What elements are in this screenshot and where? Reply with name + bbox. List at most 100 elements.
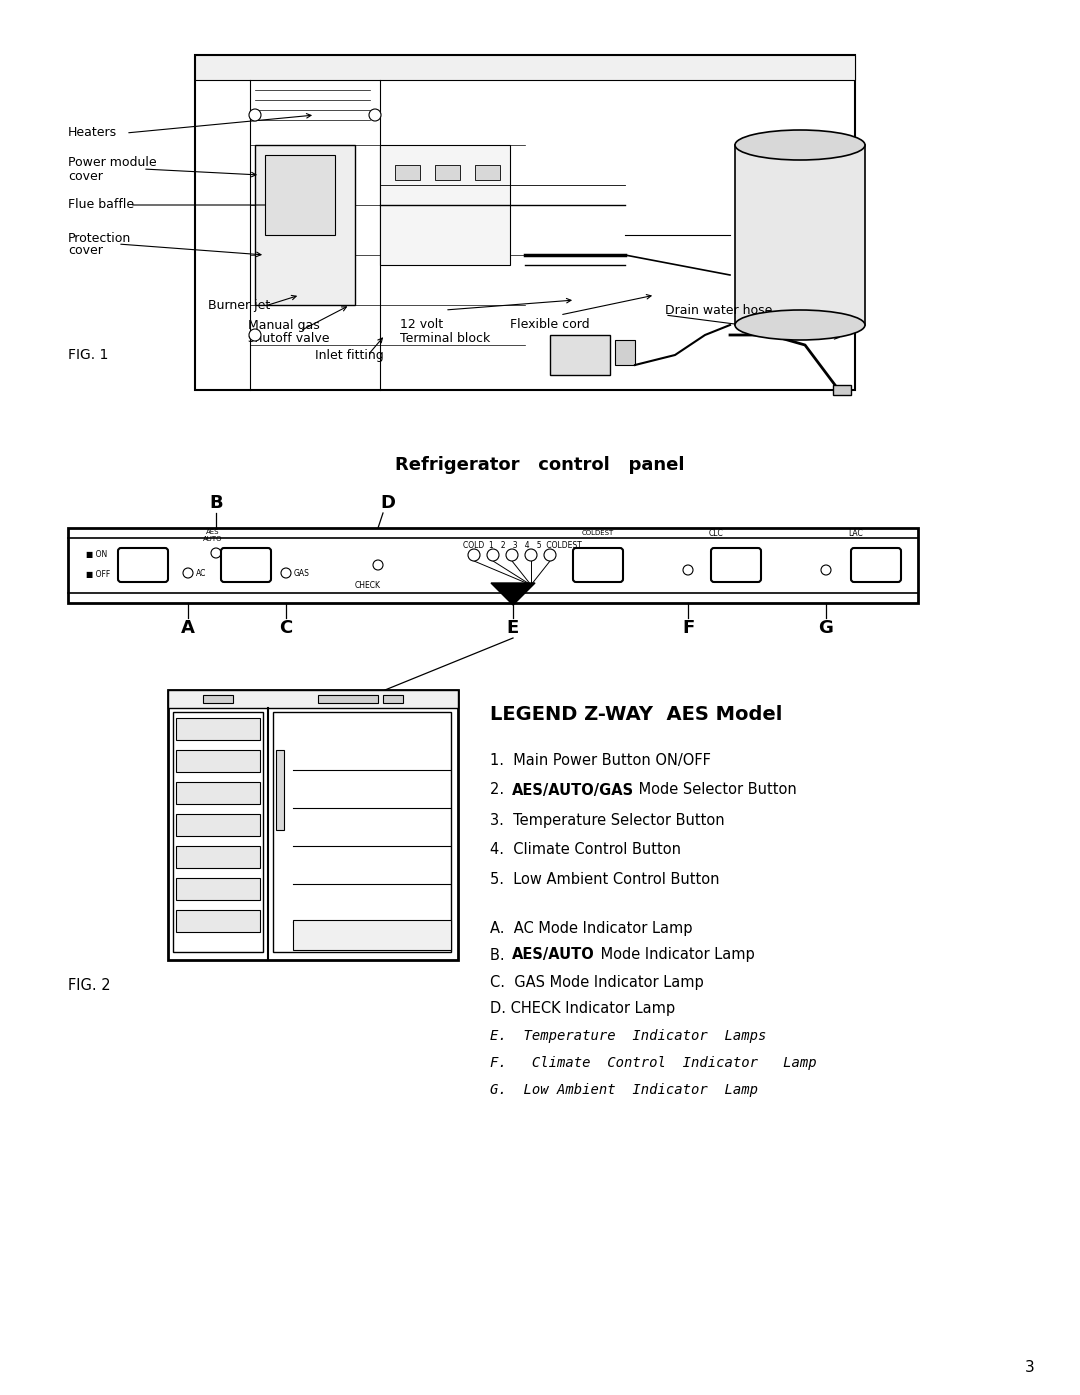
- Text: 1: 1: [138, 558, 148, 572]
- Text: LAC: LAC: [849, 529, 863, 537]
- Bar: [168, 691, 458, 960]
- Text: 12 volt: 12 volt: [400, 318, 443, 332]
- Bar: [255, 145, 355, 306]
- Text: ■ ON: ■ ON: [86, 551, 107, 559]
- Circle shape: [507, 550, 518, 561]
- Text: G.  Low Ambient  Indicator  Lamp: G. Low Ambient Indicator Lamp: [490, 1083, 758, 1096]
- Bar: [68, 527, 918, 603]
- Text: COLDEST: COLDEST: [582, 530, 615, 536]
- Text: Refrigerator   control   panel: Refrigerator control panel: [395, 456, 685, 474]
- Text: cover: cover: [68, 244, 103, 258]
- Circle shape: [683, 565, 693, 575]
- Text: 2: 2: [241, 558, 251, 572]
- Text: Flue baffle: Flue baffle: [68, 198, 134, 212]
- Circle shape: [544, 550, 556, 561]
- Text: FIG. 1: FIG. 1: [68, 347, 108, 361]
- Text: cover: cover: [68, 170, 103, 183]
- Text: CHECK: CHECK: [355, 582, 381, 590]
- Bar: [615, 340, 635, 365]
- Text: Burner jet: Burner jet: [208, 300, 270, 312]
- Bar: [176, 877, 260, 900]
- Bar: [833, 385, 851, 395]
- Text: GAS: GAS: [294, 569, 310, 578]
- Text: Terminal block: Terminal block: [400, 332, 490, 345]
- FancyBboxPatch shape: [573, 548, 623, 582]
- FancyBboxPatch shape: [851, 548, 901, 582]
- Text: AC: AC: [195, 569, 206, 578]
- Text: D. CHECK Indicator Lamp: D. CHECK Indicator Lamp: [490, 1002, 675, 1017]
- Bar: [176, 910, 260, 932]
- Bar: [195, 54, 855, 80]
- Bar: [276, 751, 284, 830]
- Bar: [176, 718, 260, 739]
- Circle shape: [281, 568, 291, 578]
- Text: Protection: Protection: [68, 232, 132, 244]
- Bar: [173, 711, 264, 951]
- Text: AES/AUTO/GAS: AES/AUTO/GAS: [512, 783, 634, 798]
- Text: ■ OFF: ■ OFF: [86, 571, 110, 579]
- Text: 5.  Low Ambient Control Button: 5. Low Ambient Control Button: [490, 872, 719, 887]
- Circle shape: [369, 109, 381, 121]
- Text: E.  Temperature  Indicator  Lamps: E. Temperature Indicator Lamps: [490, 1030, 767, 1043]
- Text: E: E: [507, 619, 519, 638]
- Bar: [435, 165, 460, 180]
- Circle shape: [525, 550, 537, 561]
- Text: B: B: [210, 494, 222, 512]
- Circle shape: [373, 559, 383, 571]
- Text: 3: 3: [1025, 1360, 1035, 1375]
- Ellipse shape: [735, 310, 865, 340]
- Bar: [395, 165, 420, 180]
- Text: LEGEND Z-WAY  AES Model: LEGEND Z-WAY AES Model: [490, 706, 782, 724]
- Text: CLC: CLC: [708, 529, 724, 537]
- Text: Power module: Power module: [68, 156, 157, 170]
- Text: AUTO: AUTO: [203, 536, 222, 543]
- Bar: [176, 751, 260, 771]
- Bar: [176, 783, 260, 804]
- Text: AES: AES: [206, 529, 219, 536]
- Bar: [550, 335, 610, 375]
- Circle shape: [183, 568, 193, 578]
- Text: FIG. 2: FIG. 2: [68, 978, 110, 992]
- Text: 1.  Main Power Button ON/OFF: 1. Main Power Button ON/OFF: [490, 752, 711, 767]
- Text: Inlet fitting: Inlet fitting: [315, 349, 383, 361]
- Text: Drain water hose: Drain water hose: [665, 304, 772, 317]
- Text: AES/AUTO: AES/AUTO: [512, 947, 595, 963]
- Bar: [383, 695, 403, 703]
- Bar: [176, 815, 260, 836]
- Text: 3.  Temperature Selector Button: 3. Temperature Selector Button: [490, 812, 725, 827]
- Circle shape: [468, 550, 480, 561]
- Text: A: A: [181, 619, 194, 638]
- Text: 4: 4: [731, 558, 741, 572]
- Circle shape: [211, 548, 221, 558]
- Ellipse shape: [735, 130, 865, 160]
- Text: 2.: 2.: [490, 783, 513, 798]
- Bar: [273, 711, 451, 951]
- Text: C.  GAS Mode Indicator Lamp: C. GAS Mode Indicator Lamp: [490, 975, 704, 989]
- Text: F: F: [681, 619, 694, 638]
- Text: Manual gas: Manual gas: [248, 318, 320, 332]
- FancyBboxPatch shape: [118, 548, 168, 582]
- Text: A.  AC Mode Indicator Lamp: A. AC Mode Indicator Lamp: [490, 921, 692, 936]
- Circle shape: [487, 550, 499, 561]
- Circle shape: [249, 109, 261, 121]
- Bar: [380, 145, 510, 265]
- Text: G: G: [819, 619, 834, 638]
- Bar: [293, 919, 451, 950]
- Circle shape: [821, 565, 831, 575]
- Text: COLD  1   2   3   4   5  COLDEST: COLD 1 2 3 4 5 COLDEST: [463, 540, 582, 550]
- FancyBboxPatch shape: [711, 548, 761, 582]
- Bar: [203, 695, 233, 703]
- Text: Heaters: Heaters: [68, 127, 117, 140]
- Text: C: C: [280, 619, 293, 638]
- Bar: [265, 155, 335, 234]
- Text: F.   Climate  Control  Indicator   Lamp: F. Climate Control Indicator Lamp: [490, 1056, 816, 1070]
- Text: D: D: [380, 494, 395, 512]
- Bar: [195, 54, 855, 391]
- Bar: [168, 691, 458, 709]
- Text: 5: 5: [872, 558, 881, 572]
- Text: Flexible cord: Flexible cord: [510, 318, 590, 332]
- Text: 4.  Climate Control Button: 4. Climate Control Button: [490, 843, 681, 858]
- Text: 3: 3: [593, 558, 603, 572]
- Text: shutoff valve: shutoff valve: [248, 332, 329, 345]
- Text: Mode Selector Button: Mode Selector Button: [634, 783, 797, 798]
